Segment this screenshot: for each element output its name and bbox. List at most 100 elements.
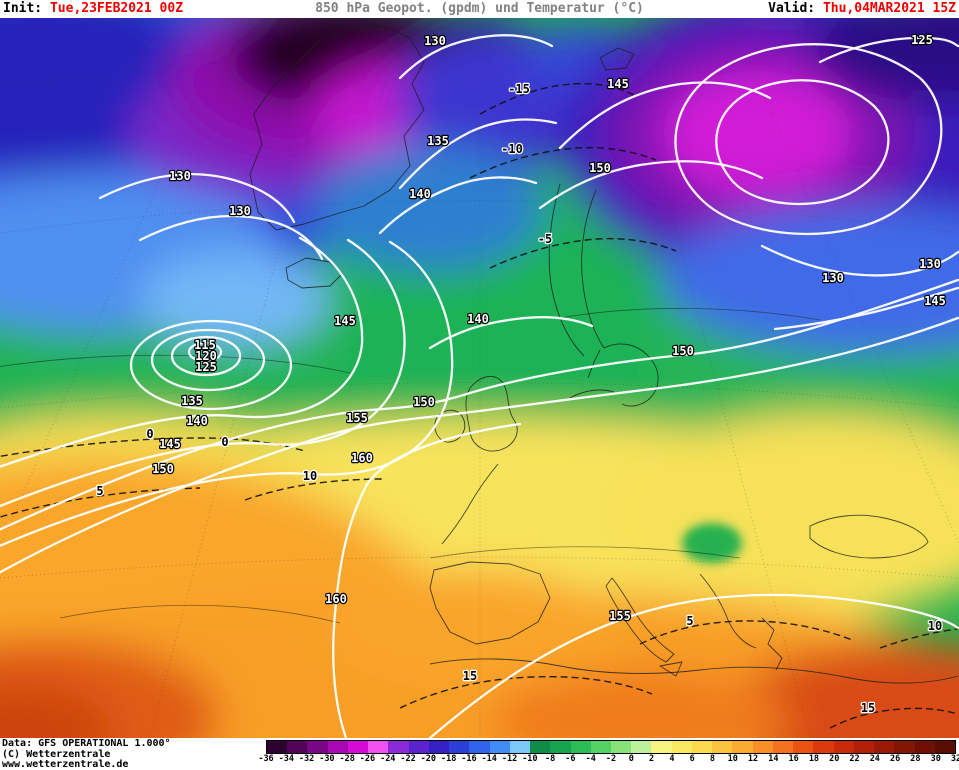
colorbar-swatch xyxy=(307,741,328,753)
temperature-contour xyxy=(479,82,637,115)
geopotential-label: 135 xyxy=(427,134,449,148)
geopotential-label: 125 xyxy=(911,33,933,47)
geopotential-label: 130 xyxy=(229,204,251,218)
temperature-colorbar: -36 -34 -32 -30 -28 -26 -24 -22 -20 -18 -16 -14 -12-… xyxy=(258,738,959,770)
colorbar-swatch xyxy=(327,741,348,753)
geopotential-label: 140 xyxy=(186,414,208,428)
colorbar-swatch xyxy=(287,741,308,753)
colorbar-swatches xyxy=(266,740,956,754)
colorbar-swatch xyxy=(712,741,733,753)
coastline xyxy=(548,183,585,357)
temperature-contour xyxy=(829,707,959,729)
temperature-label: -15 xyxy=(508,82,530,96)
geopotential-contour xyxy=(98,172,296,224)
geopotential-contour xyxy=(378,176,538,235)
geopotential-contour xyxy=(129,319,293,411)
website-url: www.wetterzentrale.de xyxy=(2,759,129,770)
geopotential-contour xyxy=(0,316,959,574)
colorbar-swatch xyxy=(550,741,571,753)
coastline xyxy=(587,349,601,379)
colorbar-swatch xyxy=(388,741,409,753)
colorbar-tick-label: 2 xyxy=(649,754,655,764)
geopotential-label: 140 xyxy=(467,312,489,326)
geopotential-label: 130 xyxy=(424,34,446,48)
graticule-line xyxy=(149,18,341,738)
colorbar-swatch xyxy=(651,741,672,753)
colorbar-tick-label: 10 xyxy=(727,754,738,764)
coastline xyxy=(659,661,683,677)
colorbar-tick-label: -26 xyxy=(359,754,376,764)
colorbar-swatch xyxy=(449,741,470,753)
geopotential-label: 125 xyxy=(195,360,217,374)
geopotential-label: 145 xyxy=(924,294,946,308)
geopotential-contour xyxy=(0,278,959,531)
geopotential-contour xyxy=(538,160,764,210)
colorbar-swatch xyxy=(833,741,854,753)
colorbar-swatch xyxy=(813,741,834,753)
coastline xyxy=(581,189,605,349)
geopotential-contour xyxy=(818,36,959,64)
coastline xyxy=(434,409,466,443)
geopotential-contour xyxy=(760,244,959,277)
geopotential-contour xyxy=(332,422,522,738)
geopotential-label: 145 xyxy=(159,437,181,451)
temperature-contour xyxy=(0,354,351,374)
colorbar-labels: -36 -34 -32 -30 -28 -26 -24 -22 -20 -18 -16 -14 -12-… xyxy=(258,754,959,765)
coastline xyxy=(429,658,959,684)
geopotential-label: 130 xyxy=(169,169,191,183)
colorbar-tick-label: -2 xyxy=(605,754,617,764)
colorbar-tick-label: -20 xyxy=(420,754,437,764)
temperature-contour xyxy=(429,546,741,559)
colorbar-tick-label: -4 xyxy=(585,754,596,764)
colorbar-tick-label: 16 xyxy=(788,754,799,764)
weather-map-canvas: 1151201251351401451501301301301351401501… xyxy=(0,18,959,738)
colorbar-swatch xyxy=(691,741,713,753)
coastline xyxy=(249,25,425,231)
coastline xyxy=(809,514,929,559)
geopotential-label: 150 xyxy=(589,161,611,175)
colorbar-tick-label: 28 xyxy=(910,754,921,764)
coastline xyxy=(603,343,659,407)
geopotential-contour xyxy=(170,335,242,377)
colorbar-swatch xyxy=(489,741,510,753)
colorbar-tick-label: 0 xyxy=(628,754,634,764)
colorbar-swatch xyxy=(853,741,875,753)
geopotential-contour xyxy=(138,214,324,261)
graticule-line xyxy=(0,18,231,548)
temperature-contour xyxy=(399,675,653,709)
temperature-contour xyxy=(489,237,677,269)
colorbar-tick-label: -22 xyxy=(400,754,416,764)
temperature-field xyxy=(0,18,959,738)
graticule-line xyxy=(619,18,811,738)
colorbar-tick-label: 12 xyxy=(747,754,759,764)
geopotential-contour xyxy=(187,341,223,363)
temperature-label: 5 xyxy=(686,614,693,628)
geopotential-label: 115 xyxy=(194,338,216,352)
temperature-label: 5 xyxy=(96,484,103,498)
temperature-label: 15 xyxy=(861,701,875,715)
geopotential-label: 135 xyxy=(181,394,203,408)
geopotential-contour xyxy=(773,286,959,331)
map-title: 850 hPa Geopot. (gpdm) und Temperatur (°… xyxy=(315,1,644,16)
colorbar-swatch xyxy=(590,741,611,753)
coastline xyxy=(761,617,783,671)
geopotential-label: 145 xyxy=(607,77,629,91)
geopotential-contour xyxy=(398,118,558,190)
colorbar-tick-label: 26 xyxy=(889,754,901,764)
colorbar-swatch xyxy=(347,741,369,753)
colorbar-swatch xyxy=(752,741,773,753)
colorbar-tick-label: -34 xyxy=(278,754,294,764)
colorbar-tick-label: 18 xyxy=(808,754,820,764)
init-value: Tue,23FEB2021 00Z xyxy=(49,1,184,16)
geopotential-label: 130 xyxy=(919,257,941,271)
colorbar-tick-label: -8 xyxy=(544,754,556,764)
graticule-line xyxy=(0,382,959,409)
colorbar-swatch xyxy=(874,741,895,753)
init-label: Init: xyxy=(3,1,43,16)
temperature-label: -5 xyxy=(538,232,552,246)
geopotential-contour xyxy=(0,236,364,468)
geopotential-label: 155 xyxy=(609,609,631,623)
colorbar-tick-label: 32 xyxy=(950,754,959,764)
colorbar-swatch xyxy=(530,741,551,753)
